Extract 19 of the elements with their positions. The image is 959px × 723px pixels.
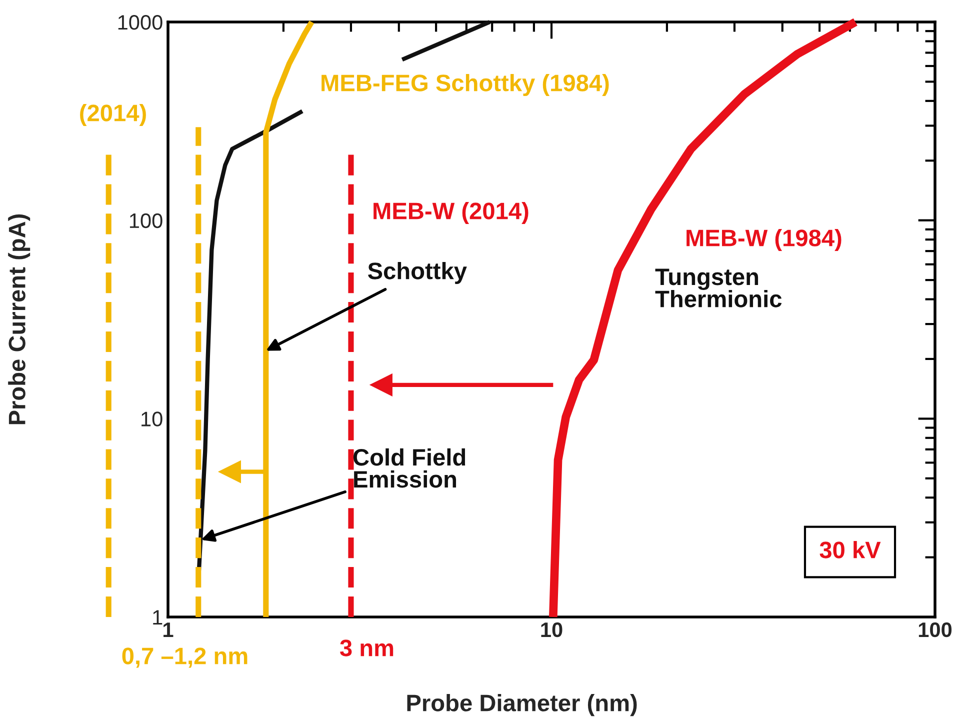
- y-tick-label: 1000: [118, 15, 162, 30]
- text: 3 nm: [340, 640, 394, 656]
- annotation: Schottky: [368, 262, 467, 284]
- x-tick-label: 100: [918, 622, 952, 638]
- x-axis-title: Probe Diameter (nm): [407, 694, 637, 716]
- y-tick-label: 100: [130, 213, 162, 228]
- x-tick-label: 1: [164, 622, 174, 637]
- y-axis-title: Probe Current (pA): [8, 214, 30, 424]
- y-tick-label: 10: [142, 412, 162, 426]
- annotation: Tungsten Thermionic: [655, 268, 782, 308]
- y-tick-label: 1: [153, 610, 162, 625]
- series-label: MEB-W (1984): [686, 228, 842, 252]
- x-tick-label: 10: [541, 622, 562, 638]
- annotation: Cold Field Emission: [353, 448, 466, 488]
- annotation: 30 kV: [820, 540, 881, 558]
- series-label: (2014): [80, 104, 146, 126]
- series-label: MEB-FEG Schottky (1984): [322, 74, 609, 96]
- series-label: MEB-W (2014): [374, 202, 528, 224]
- text: 0,7 –1,2 nm: [122, 648, 248, 668]
